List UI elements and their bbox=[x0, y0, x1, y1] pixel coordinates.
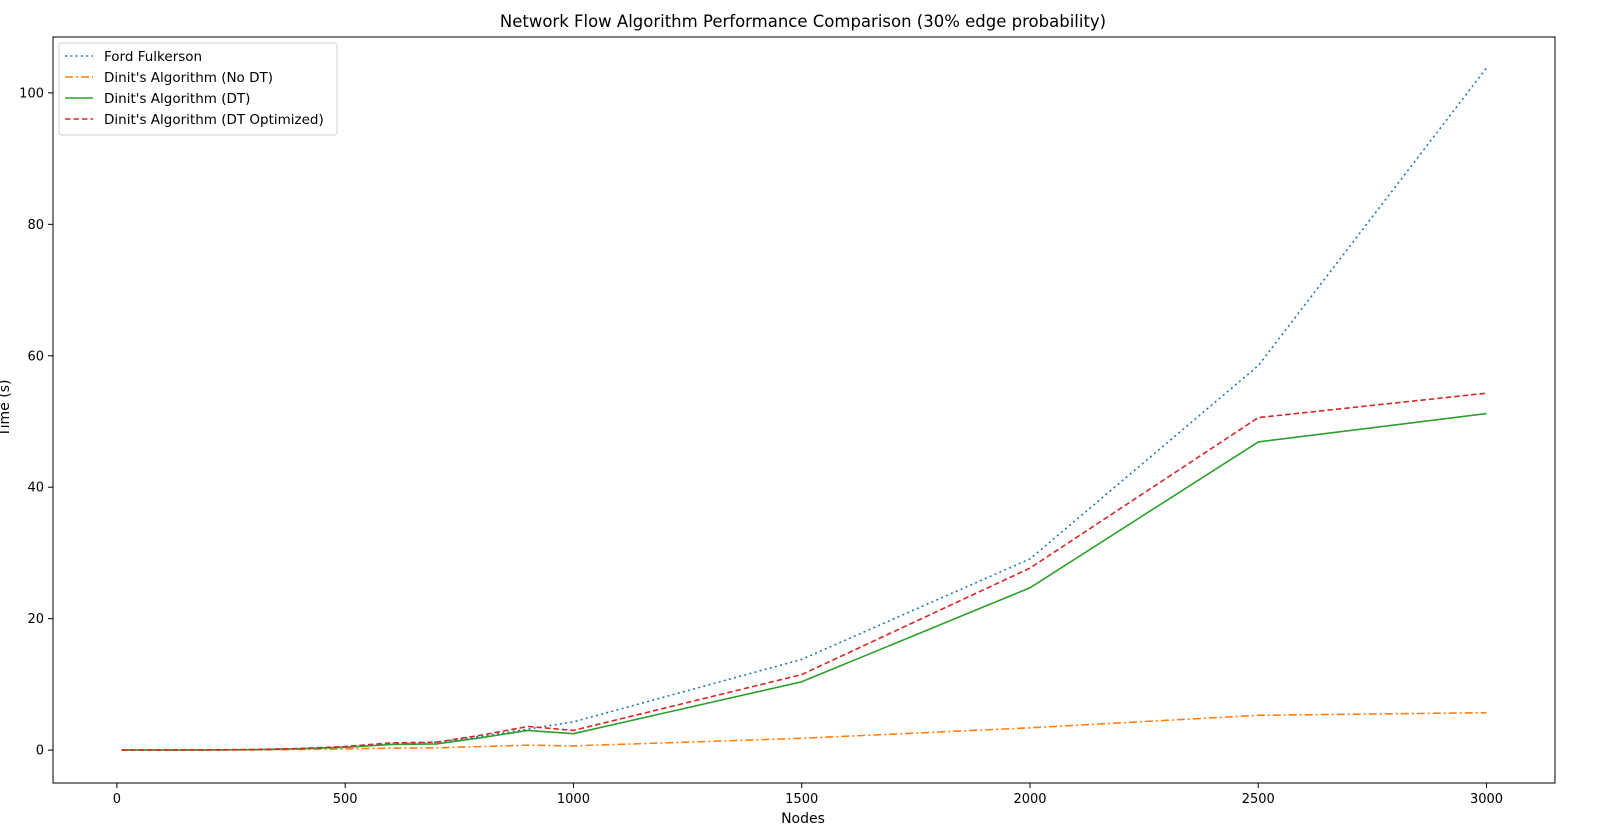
series-line-3 bbox=[121, 412, 1487, 751]
y-tick-label: 0 bbox=[36, 744, 44, 759]
y-tick-label: 40 bbox=[27, 481, 44, 496]
y-tick-label: 60 bbox=[27, 349, 44, 364]
series-line-1 bbox=[121, 67, 1488, 751]
series-line-4 bbox=[121, 392, 1487, 751]
plot-area bbox=[52, 36, 1556, 784]
x-tick-label: 0 bbox=[113, 792, 121, 807]
series-layer bbox=[121, 67, 1488, 751]
x-tick-label: 1500 bbox=[785, 792, 818, 807]
legend-label-3: Dinit's Algorithm (DT) bbox=[104, 91, 250, 107]
legend-box bbox=[58, 42, 338, 136]
legend-label-4: Dinit's Algorithm (DT Optimized) bbox=[104, 112, 324, 128]
y-tick-label: 80 bbox=[27, 218, 44, 233]
y-tick-label: 100 bbox=[19, 86, 44, 101]
series-line-2 bbox=[121, 711, 1487, 751]
y-axis-label: Time (s) bbox=[0, 380, 13, 438]
y-axis: 0 20 40 60 80 100 bbox=[19, 86, 53, 759]
x-tick-label: 2500 bbox=[1242, 792, 1275, 807]
chart-title: Network Flow Algorithm Performance Compa… bbox=[500, 12, 1106, 31]
x-axis: 0 500 1000 1500 2000 2500 3000 bbox=[113, 783, 1503, 807]
x-axis-label: Nodes bbox=[781, 811, 825, 827]
x-tick-label: 1000 bbox=[557, 792, 590, 807]
x-tick-label: 500 bbox=[333, 792, 358, 807]
legend-label-2: Dinit's Algorithm (No DT) bbox=[104, 70, 273, 86]
plot-frame bbox=[52, 36, 1556, 784]
x-tick-label: 2000 bbox=[1013, 792, 1046, 807]
x-tick-label: 3000 bbox=[1470, 792, 1503, 807]
legend: Ford Fulkerson Dinit's Algorithm (No DT) D… bbox=[58, 42, 338, 136]
legend-label-1: Ford Fulkerson bbox=[104, 49, 202, 65]
y-tick-label: 20 bbox=[27, 612, 44, 627]
